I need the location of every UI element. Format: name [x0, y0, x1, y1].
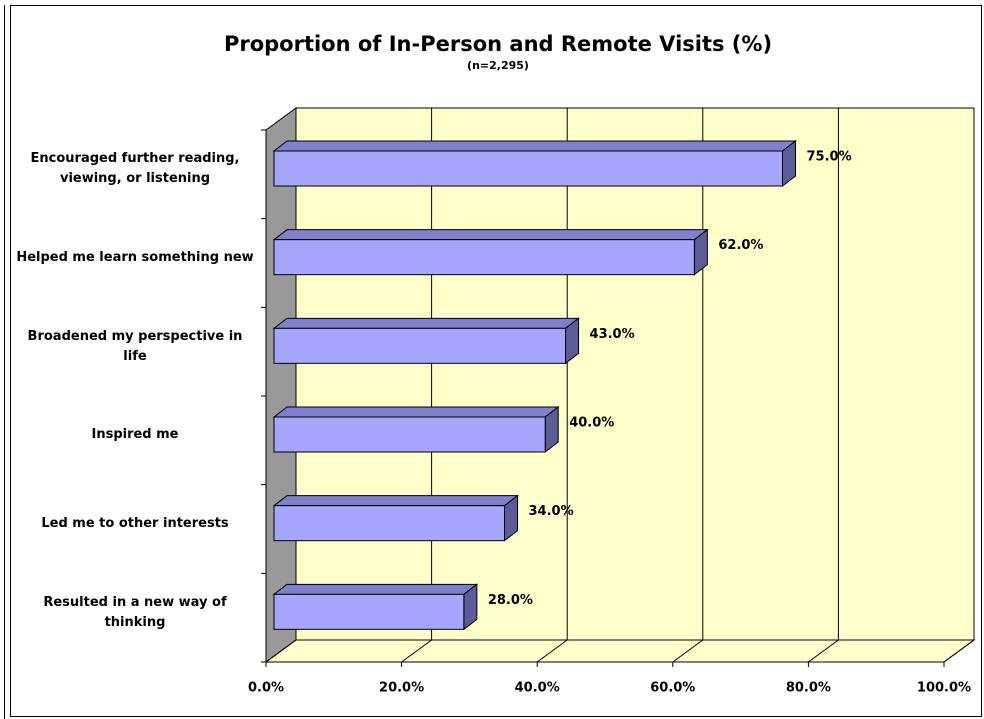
x-tick-label: 20.0%	[379, 681, 424, 696]
grid-line	[943, 639, 975, 663]
grid-line	[672, 639, 704, 663]
x-tick-label: 0.0%	[248, 681, 284, 696]
value-label: 40.0%	[569, 416, 614, 431]
bar-top	[272, 406, 560, 418]
bar	[273, 505, 506, 542]
chart-subtitle: (n=2,295)	[467, 59, 529, 72]
grid-line	[401, 639, 432, 663]
bar	[273, 239, 695, 276]
y-tick-label: Helped me learn something new	[16, 250, 254, 265]
value-label: 75.0%	[807, 150, 852, 165]
value-label: 43.0%	[590, 327, 635, 342]
grid-line	[808, 639, 839, 663]
bar-top	[272, 140, 797, 152]
grid-line	[536, 639, 568, 663]
y-tick-label: Led me to other interests	[41, 516, 229, 531]
grid-line	[265, 639, 297, 663]
y-tick-label: Encouraged further reading, viewing, or …	[30, 151, 240, 187]
y-tick-label: Broadened my perspective in life	[27, 328, 243, 364]
bar	[273, 150, 783, 187]
bar-top	[272, 495, 519, 507]
value-label: 28.0%	[488, 593, 533, 608]
x-tick-label: 100.0%	[917, 681, 971, 696]
y-tick-label: Resulted in a new way of thinking	[43, 594, 227, 630]
bar	[273, 593, 465, 630]
x-tick-label: 80.0%	[786, 681, 831, 696]
x-tick-label: 60.0%	[650, 681, 695, 696]
floor	[264, 639, 976, 663]
bar	[273, 416, 546, 453]
side-wall	[265, 107, 297, 663]
back-wall	[295, 107, 975, 641]
bar	[273, 327, 567, 364]
chart-title: Proportion of In-Person and Remote Visit…	[224, 32, 772, 56]
bar-top	[272, 229, 709, 241]
value-label: 34.0%	[529, 504, 574, 519]
bar-top	[272, 317, 581, 329]
y-tick-label: Inspired me	[91, 427, 179, 443]
value-label: 62.0%	[718, 238, 763, 253]
bar-top	[272, 583, 479, 595]
x-tick-label: 40.0%	[515, 681, 560, 696]
